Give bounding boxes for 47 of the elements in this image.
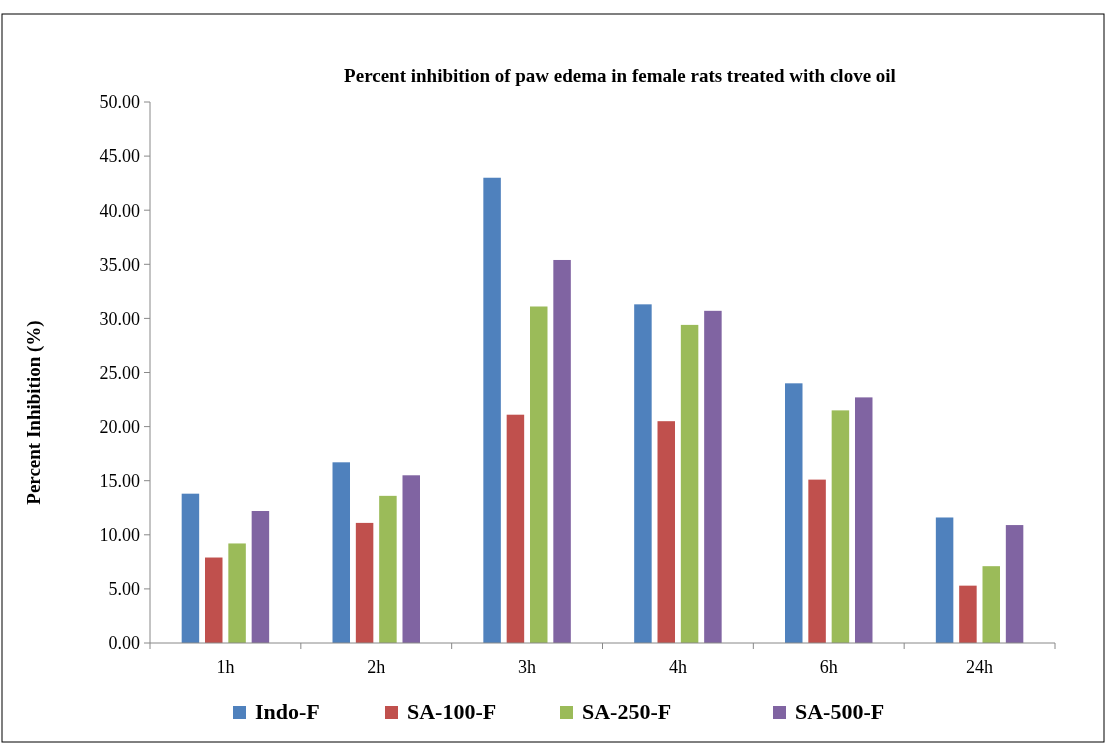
chart-title: Percent inhibition of paw edema in female rats treated with clove oil bbox=[344, 65, 896, 86]
legend-label: Indo-F bbox=[255, 699, 320, 724]
y-tick-label: 25.00 bbox=[99, 362, 140, 383]
bar bbox=[332, 462, 350, 643]
bar bbox=[483, 177, 501, 643]
y-tick-label: 50.00 bbox=[99, 92, 140, 113]
bar bbox=[379, 495, 397, 643]
bar bbox=[355, 522, 374, 643]
y-tick-label: 30.00 bbox=[99, 308, 140, 329]
x-tick-label: 3h bbox=[518, 657, 537, 677]
x-tick-label: 1h bbox=[216, 657, 235, 677]
bar bbox=[831, 410, 850, 643]
y-tick-label: 45.00 bbox=[99, 146, 140, 167]
bar bbox=[1005, 525, 1024, 643]
bar bbox=[181, 493, 200, 643]
bar bbox=[228, 543, 246, 643]
bar bbox=[634, 304, 652, 643]
bar bbox=[402, 475, 420, 643]
bar bbox=[855, 397, 873, 643]
bar bbox=[982, 566, 1000, 643]
y-tick-label: 15.00 bbox=[99, 471, 140, 491]
legend-label: SA-250-F bbox=[582, 699, 672, 724]
bar bbox=[959, 585, 977, 643]
y-axis-title: Percent Inhibition (%) bbox=[23, 320, 45, 505]
bar bbox=[704, 310, 722, 643]
x-tick-label: 6h bbox=[819, 657, 838, 677]
x-tick-label: 24h bbox=[966, 657, 994, 677]
bar bbox=[251, 511, 270, 643]
bar bbox=[785, 383, 803, 643]
y-tick-label: 20.00 bbox=[99, 416, 140, 437]
y-tick-label: 10.00 bbox=[99, 525, 140, 546]
y-tick-label: 0.00 bbox=[108, 633, 140, 654]
bar bbox=[530, 306, 548, 643]
y-tick-label: 5.00 bbox=[108, 579, 140, 600]
bar bbox=[506, 414, 525, 643]
y-tick-label: 40.00 bbox=[99, 200, 140, 221]
bar bbox=[680, 324, 699, 643]
x-tick-label: 2h bbox=[367, 657, 386, 677]
bar bbox=[657, 421, 675, 643]
legend-label: SA-500-F bbox=[795, 699, 885, 724]
bar bbox=[553, 259, 571, 643]
y-tick-label: 35.00 bbox=[99, 254, 140, 275]
bar bbox=[205, 557, 223, 643]
x-tick-label: 4h bbox=[668, 657, 687, 677]
bar bbox=[808, 479, 826, 643]
bar bbox=[935, 517, 954, 643]
legend-label: SA-100-F bbox=[407, 699, 497, 724]
